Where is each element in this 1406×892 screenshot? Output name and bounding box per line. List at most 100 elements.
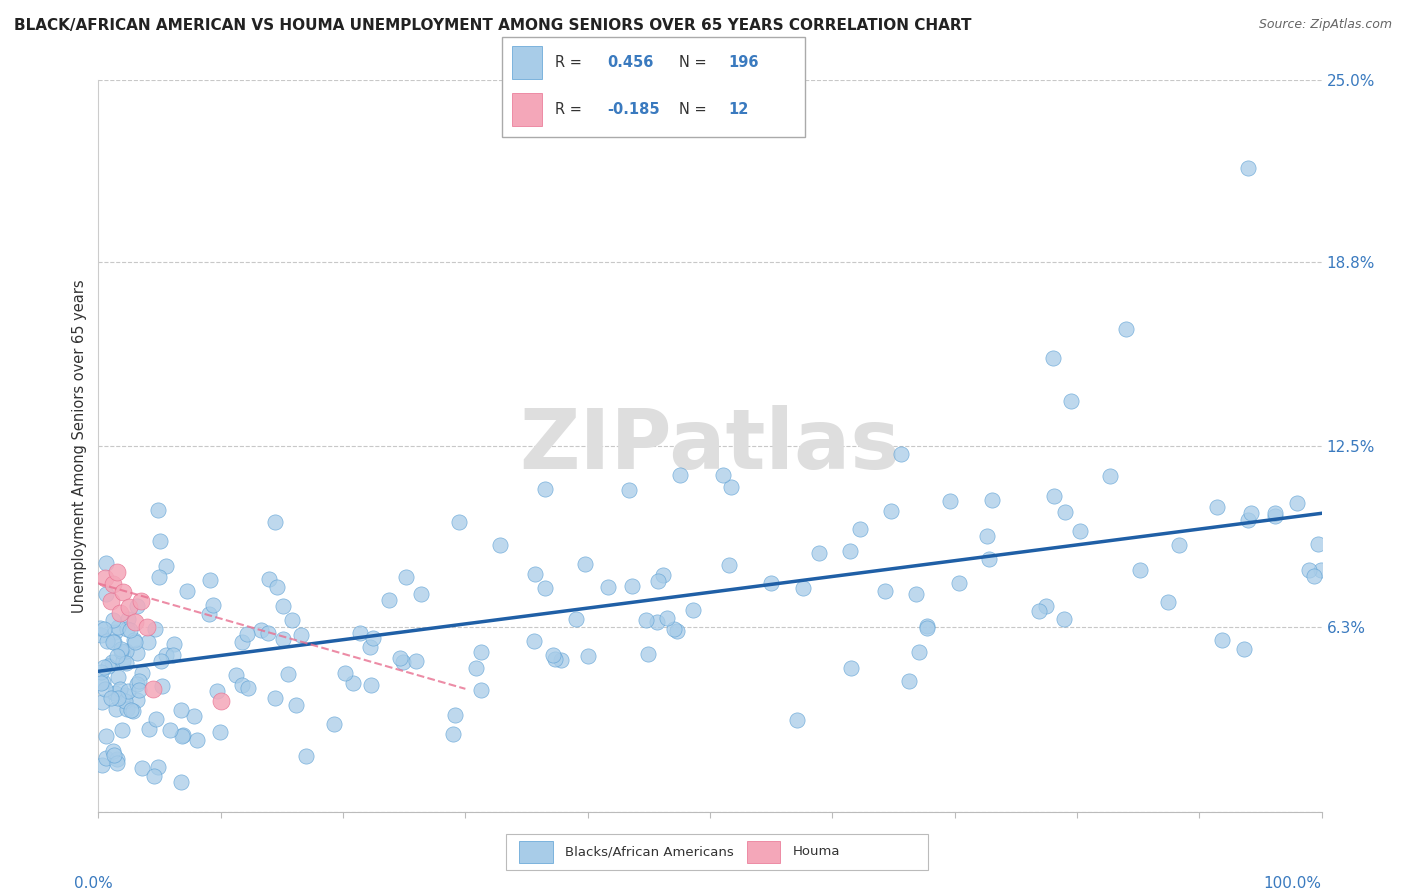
Point (155, 558, 177, 573)
Point (441, 727, 464, 741)
Point (101, 635, 124, 649)
Point (103, 747, 125, 762)
Point (976, 528, 998, 542)
Point (209, 725, 232, 739)
Point (122, 705, 145, 719)
Point (117, 701, 139, 715)
Point (163, 636, 186, 650)
Point (1157, 595, 1180, 609)
Point (149, 533, 172, 548)
Point (103, 625, 125, 640)
Point (90, 757, 112, 772)
FancyBboxPatch shape (512, 46, 543, 78)
Point (281, 613, 304, 627)
Point (841, 661, 863, 675)
Point (127, 692, 149, 706)
Y-axis label: Unemployment Among Seniors over 65 years: Unemployment Among Seniors over 65 years (72, 279, 87, 613)
Point (534, 581, 557, 595)
Point (290, 628, 312, 642)
Text: N =: N = (679, 102, 711, 117)
Point (143, 769, 166, 783)
Point (759, 576, 782, 591)
Point (101, 655, 124, 669)
Point (115, 656, 138, 670)
Point (101, 576, 124, 591)
Point (110, 643, 132, 657)
Point (322, 716, 344, 731)
Text: R =: R = (555, 54, 586, 70)
Point (129, 594, 152, 608)
Point (271, 599, 294, 614)
FancyBboxPatch shape (512, 93, 543, 126)
Point (125, 646, 148, 660)
Point (1042, 489, 1064, 503)
Point (103, 744, 125, 758)
Point (1069, 524, 1091, 539)
Point (359, 640, 381, 655)
Point (225, 668, 247, 682)
Point (93, 571, 115, 585)
Point (637, 647, 659, 661)
Point (264, 515, 287, 529)
Point (118, 624, 141, 638)
Text: N =: N = (679, 54, 711, 70)
Point (238, 681, 260, 695)
Point (107, 619, 129, 633)
Point (669, 468, 692, 483)
Point (1303, 569, 1326, 583)
Point (470, 645, 492, 659)
Point (115, 622, 138, 636)
Point (360, 678, 382, 692)
Point (235, 627, 257, 641)
Point (1236, 513, 1258, 527)
Point (897, 674, 920, 689)
Point (105, 565, 128, 579)
Point (1129, 563, 1152, 577)
Point (977, 552, 1000, 566)
Text: 0.456: 0.456 (607, 54, 654, 70)
Point (146, 760, 169, 774)
Point (90, 676, 112, 690)
Text: Blacks/African Americans: Blacks/African Americans (565, 846, 734, 858)
Text: BLACK/AFRICAN AMERICAN VS HOUMA UNEMPLOYMENT AMONG SENIORS OVER 65 YEARS CORRELA: BLACK/AFRICAN AMERICAN VS HOUMA UNEMPLOY… (14, 18, 972, 33)
Point (394, 570, 416, 584)
Point (564, 612, 586, 626)
Point (838, 544, 860, 558)
Point (662, 622, 685, 636)
Point (645, 615, 668, 629)
Point (111, 585, 134, 599)
Point (125, 599, 148, 614)
Point (1237, 161, 1260, 175)
Point (131, 761, 153, 775)
Point (1168, 538, 1191, 552)
FancyBboxPatch shape (747, 841, 780, 863)
Point (981, 493, 1004, 508)
Point (114, 694, 136, 708)
Point (786, 714, 808, 728)
Point (103, 634, 125, 648)
Point (1035, 599, 1057, 613)
Text: 0.0%: 0.0% (75, 876, 112, 891)
Point (1309, 562, 1331, 576)
Point (1264, 509, 1286, 524)
Point (209, 693, 232, 707)
Point (90, 665, 112, 679)
Text: Source: ZipAtlas.com: Source: ZipAtlas.com (1258, 18, 1392, 31)
Point (94, 587, 117, 601)
Point (107, 691, 129, 706)
Point (170, 775, 193, 789)
Point (938, 494, 960, 508)
Point (110, 606, 132, 620)
Text: 100.0%: 100.0% (1264, 876, 1322, 891)
Point (136, 620, 159, 634)
Point (634, 613, 657, 627)
Point (114, 688, 136, 702)
Point (1042, 351, 1064, 366)
Point (444, 707, 467, 722)
Point (124, 615, 146, 629)
Point (100, 594, 122, 608)
Point (449, 516, 471, 530)
Point (1308, 537, 1330, 551)
Point (655, 611, 678, 625)
Point (136, 635, 159, 649)
